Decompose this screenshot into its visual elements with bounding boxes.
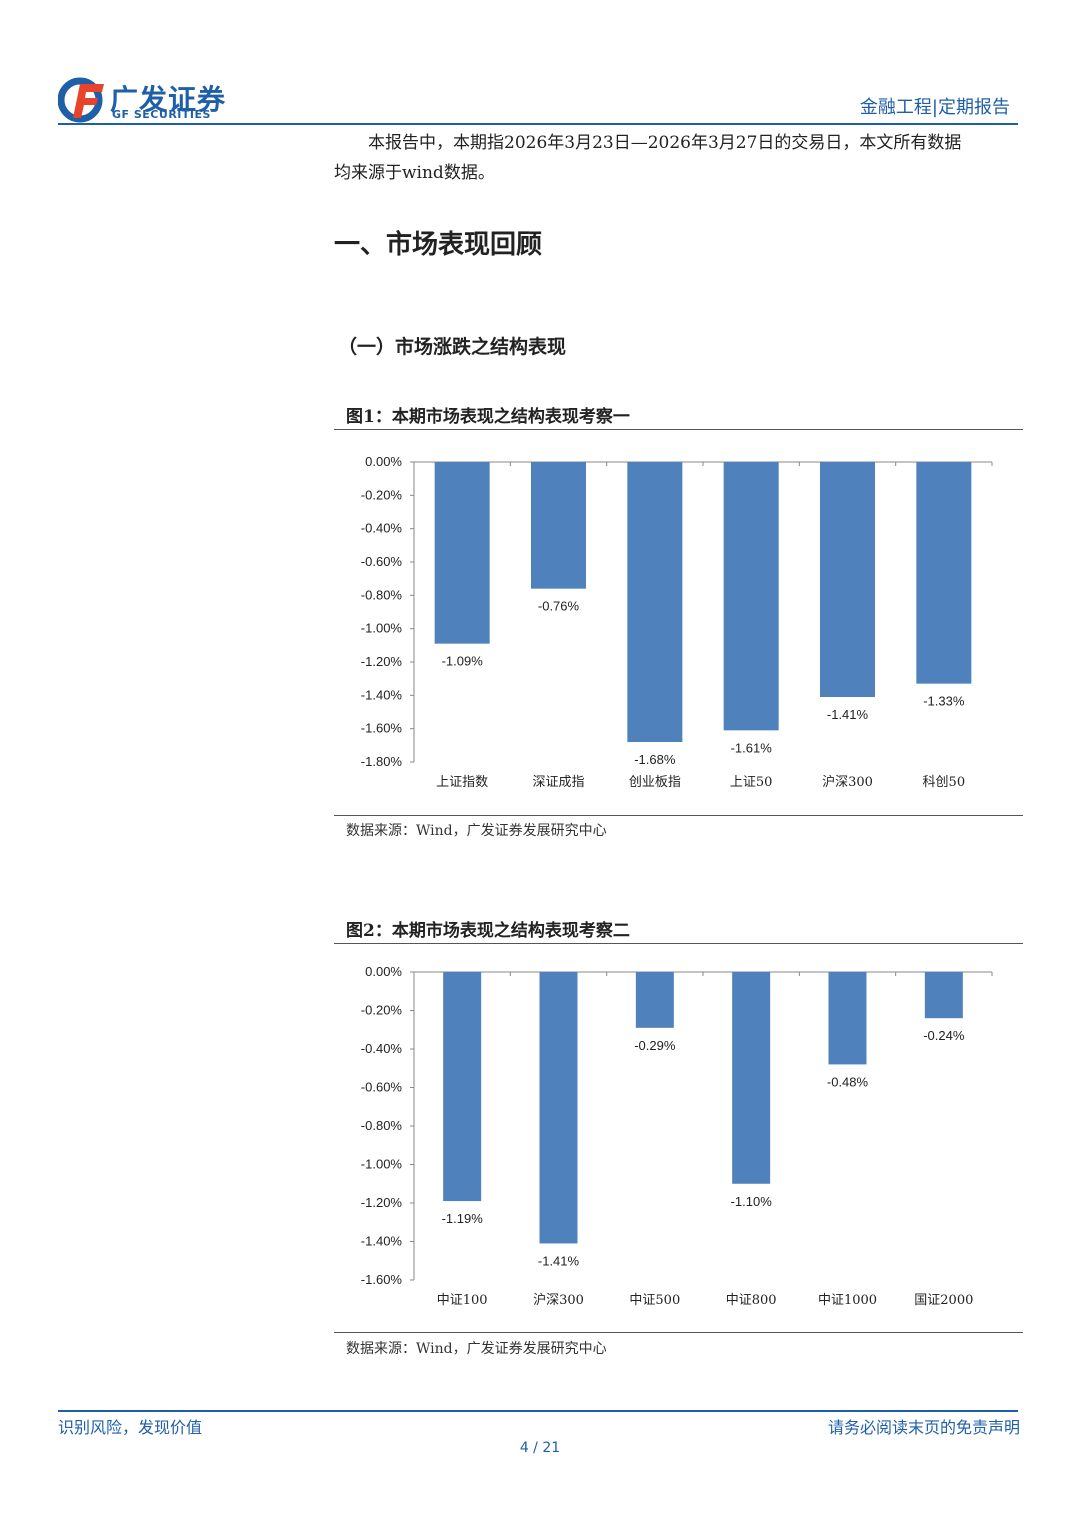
data-label: -1.68%	[634, 752, 676, 767]
bar	[635, 972, 674, 1028]
category-label: 上证50	[730, 775, 773, 790]
y-tick-label: -0.20%	[361, 487, 403, 502]
bar	[531, 462, 586, 589]
y-tick-label: -0.20%	[361, 1003, 403, 1018]
y-tick-label: -1.60%	[361, 1272, 403, 1287]
category-label: 中证100	[437, 1293, 488, 1308]
data-label: -1.33%	[923, 694, 965, 709]
category-label: 深证成指	[532, 775, 584, 790]
y-tick-label: -0.80%	[361, 1118, 403, 1133]
data-label: -1.61%	[731, 740, 773, 755]
category-label: 创业板指	[629, 775, 681, 790]
figure-1-bar-chart: 0.00% -0.20% -0.40% -0.60% -0.80% -1.00% -1.20…	[361, 454, 993, 790]
y-tick-label: -0.40%	[361, 521, 403, 536]
bar	[828, 972, 867, 1065]
y-tick-label: -1.20%	[361, 1195, 403, 1210]
bar	[434, 462, 490, 644]
logo-chinese-name: 广发证券	[110, 83, 227, 116]
company-logo: 广发证券 GF SECURITIES	[58, 76, 238, 124]
data-label: -1.09%	[442, 654, 484, 669]
y-tick-label: -0.60%	[361, 1080, 403, 1095]
figure-2-source: 数据来源：Wind，广发证券发展研究中心	[346, 1341, 607, 1357]
y-tick-label: -1.20%	[361, 654, 403, 669]
figure-1-top-rule	[334, 429, 1023, 430]
header-divider	[58, 123, 1018, 125]
data-label: -1.41%	[538, 1253, 580, 1268]
bar	[732, 972, 771, 1184]
figure-2-bottom-rule	[334, 1332, 1023, 1333]
intro-paragraph: 本报告中，本期指2026年3月23日—2026年3月27日的交易日，本文所有数据…	[334, 128, 1024, 188]
bar	[924, 972, 963, 1019]
bar	[723, 462, 779, 731]
data-label: -0.48%	[827, 1074, 869, 1089]
category-label: 中证800	[726, 1293, 777, 1308]
bar	[539, 972, 578, 1244]
footer-disclaimer-note: 请务必阅读末页的免责声明	[827, 1418, 1020, 1437]
subsection-heading: （一）市场涨跌之结构表现	[338, 336, 567, 358]
bar	[627, 462, 683, 742]
figure-2-bar-chart: 0.00% -0.20% -0.40% -0.60% -0.80% -1.00% -1.20…	[361, 964, 993, 1308]
intro-line-2: 均来源于wind数据。	[334, 163, 495, 183]
y-tick-label: -0.80%	[361, 587, 403, 602]
logo-english-name: GF SECURITIES	[112, 108, 211, 121]
data-label: -0.24%	[923, 1028, 965, 1043]
data-label: -0.29%	[634, 1038, 676, 1053]
y-tick-label: -1.00%	[361, 1157, 403, 1172]
figure-1-bottom-rule	[334, 815, 1023, 816]
figure-2-top-rule	[334, 943, 1023, 944]
y-tick-label: -1.00%	[361, 621, 403, 636]
footer-divider	[58, 1410, 1018, 1412]
bar	[916, 462, 972, 684]
gf-logo-icon	[58, 77, 104, 123]
category-label: 中证500	[629, 1293, 680, 1308]
y-tick-label: -1.40%	[361, 687, 403, 702]
data-label: -1.19%	[442, 1211, 484, 1226]
y-tick-label: -1.60%	[361, 721, 403, 736]
category-label: 中证1000	[818, 1293, 877, 1308]
category-label: 国证2000	[914, 1293, 973, 1308]
section-heading: 一、市场表现回顾	[334, 230, 543, 260]
y-tick-label: -0.60%	[361, 554, 403, 569]
bar	[820, 462, 875, 697]
footer-slogan: 识别风险，发现价值	[58, 1418, 203, 1437]
report-category: 金融工程|定期报告	[859, 97, 1010, 118]
page-number: 4 / 21	[519, 1440, 561, 1456]
category-label: 沪深300	[533, 1292, 584, 1308]
intro-line-1: 本报告中，本期指2026年3月23日—2026年3月27日的交易日，本文所有数据	[368, 133, 962, 153]
y-tick-label: -1.40%	[361, 1234, 403, 1249]
category-label: 科创50	[923, 775, 966, 790]
data-label: -1.41%	[827, 707, 869, 722]
y-tick-label: 0.00%	[365, 964, 402, 979]
figure-1-title: 图1：本期市场表现之结构表现考察一	[346, 407, 630, 427]
y-tick-label: 0.00%	[365, 454, 402, 469]
y-tick-label: -1.80%	[361, 754, 403, 769]
bar	[443, 972, 482, 1202]
y-tick-label: -0.40%	[361, 1041, 403, 1056]
figure-1-source: 数据来源：Wind，广发证券发展研究中心	[346, 823, 607, 839]
category-label: 沪深300	[822, 774, 873, 790]
data-label: -0.76%	[538, 599, 580, 614]
data-label: -1.10%	[731, 1194, 773, 1209]
figure-2-title: 图2：本期市场表现之结构表现考察二	[346, 921, 630, 941]
category-label: 上证指数	[436, 775, 488, 790]
